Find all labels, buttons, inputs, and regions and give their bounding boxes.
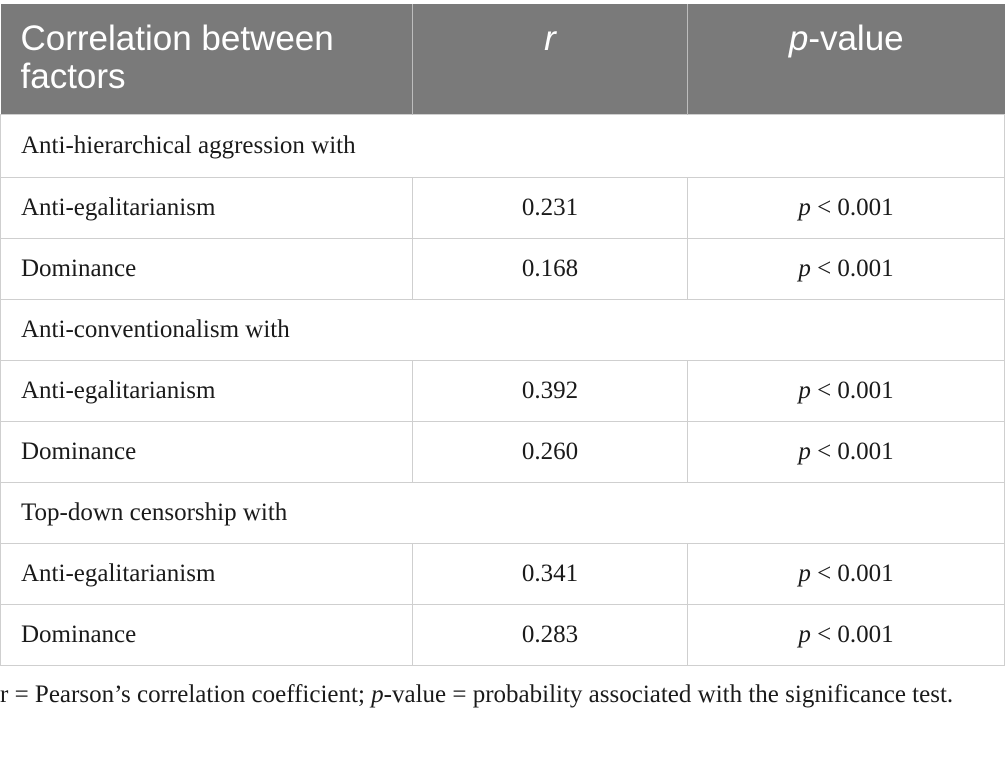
factor-cell: Dominance — [0, 603, 413, 666]
p-cell: p < 0.001 — [687, 176, 1005, 239]
r-cell: 0.168 — [412, 237, 688, 300]
p-rest: < 0.001 — [810, 193, 894, 221]
r-cell: 0.392 — [412, 359, 688, 422]
group-row: Top-down censorship with — [0, 481, 1005, 544]
p-cell: p < 0.001 — [687, 603, 1005, 666]
factor-cell: Anti-egalitarianism — [0, 176, 413, 239]
p-rest: < 0.001 — [810, 376, 894, 404]
table-row: Dominance 0.260 p < 0.001 — [0, 420, 1005, 483]
correlation-table: Correlation between factors r p-value An… — [0, 4, 1005, 666]
p-italic: p — [798, 620, 811, 648]
r-cell: 0.231 — [412, 176, 688, 239]
header-correlation-between-factors: Correlation between factors — [0, 4, 413, 114]
header-r: r — [412, 4, 688, 114]
r-cell: 0.283 — [412, 603, 688, 666]
header-p-italic: p — [788, 19, 809, 58]
p-italic: p — [798, 254, 811, 282]
table-row: Anti-egalitarianism 0.392 p < 0.001 — [0, 359, 1005, 422]
p-italic: p — [798, 559, 811, 587]
footnote-p-italic: p — [371, 681, 384, 708]
group-row: Anti-hierarchical aggression with — [0, 113, 1005, 178]
p-cell: p < 0.001 — [687, 542, 1005, 605]
group-label: Anti-conventionalism with — [0, 298, 1005, 361]
group-label: Top-down censorship with — [0, 481, 1005, 544]
p-cell: p < 0.001 — [687, 359, 1005, 422]
p-cell: p < 0.001 — [687, 420, 1005, 483]
factor-cell: Dominance — [0, 237, 413, 300]
factor-cell: Anti-egalitarianism — [0, 359, 413, 422]
factor-cell: Dominance — [0, 420, 413, 483]
header-row: Correlation between factors r p-value — [0, 4, 1005, 114]
p-italic: p — [798, 437, 811, 465]
p-italic: p — [798, 193, 811, 221]
p-rest: < 0.001 — [810, 620, 894, 648]
header-p-value: p-value — [687, 4, 1005, 114]
table-row: Anti-egalitarianism 0.231 p < 0.001 — [0, 176, 1005, 239]
p-italic: p — [798, 376, 811, 404]
group-label: Anti-hierarchical aggression with — [0, 113, 1005, 178]
p-cell: p < 0.001 — [687, 237, 1005, 300]
p-rest: < 0.001 — [810, 254, 894, 282]
header-p-rest: -value — [808, 19, 904, 58]
p-rest: < 0.001 — [810, 437, 894, 465]
r-cell: 0.341 — [412, 542, 688, 605]
footnote-part1: r = Pearson’s correlation coefficient; — [0, 681, 372, 708]
p-rest: < 0.001 — [810, 559, 894, 587]
factor-cell: Anti-egalitarianism — [0, 542, 413, 605]
table-footnote: r = Pearson’s correlation coefficient; p… — [0, 679, 1000, 711]
table-row: Anti-egalitarianism 0.341 p < 0.001 — [0, 542, 1005, 605]
footnote-part3: -value = probability associated with the… — [383, 681, 954, 708]
group-row: Anti-conventionalism with — [0, 298, 1005, 361]
table-row: Dominance 0.283 p < 0.001 — [0, 603, 1005, 666]
r-cell: 0.260 — [412, 420, 688, 483]
table-row: Dominance 0.168 p < 0.001 — [0, 237, 1005, 300]
